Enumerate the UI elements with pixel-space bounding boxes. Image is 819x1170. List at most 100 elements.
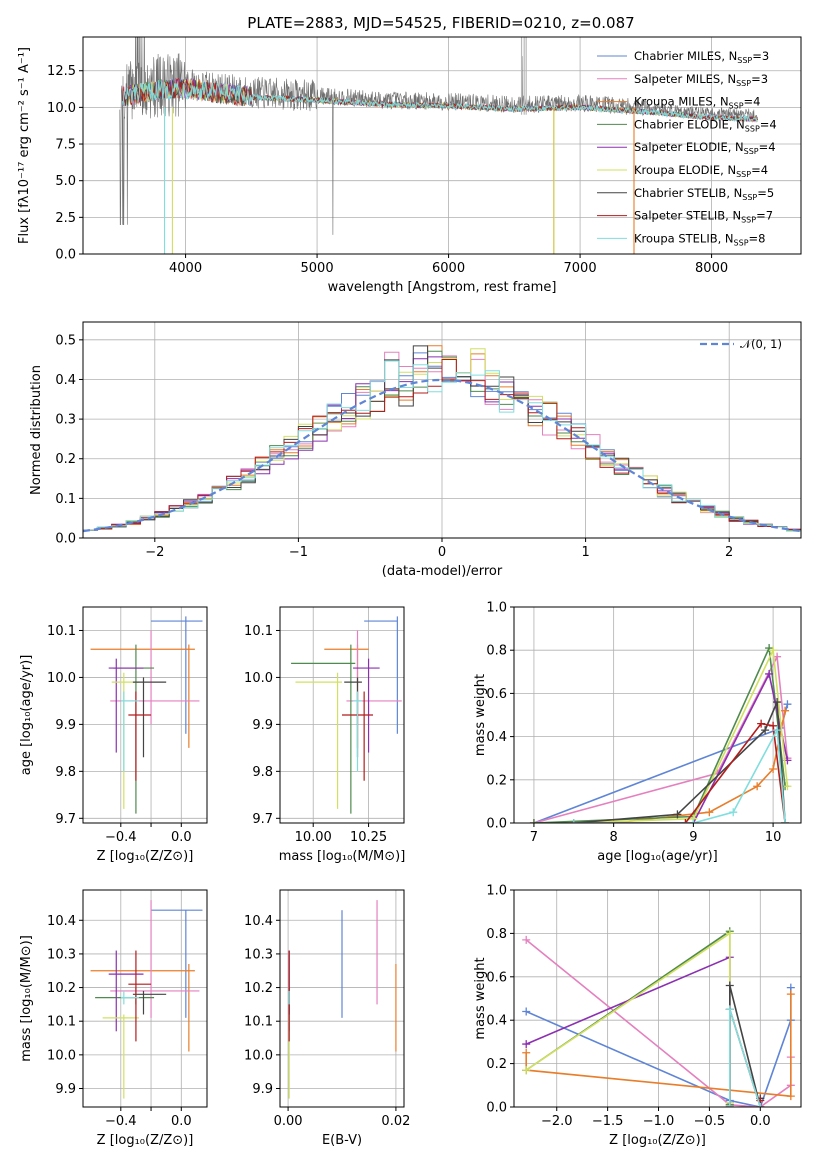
- weight-point-ce: [529, 819, 538, 823]
- weight-point-ks: [725, 1103, 734, 1107]
- y-axis-label: mass weight: [473, 957, 488, 1039]
- legend-label-main: Salpeter ELODIE, N: [634, 140, 744, 154]
- figure-title: PLATE=2883, MJD=54525, FIBERID=0210, z=0…: [247, 14, 634, 32]
- x-tick-label: 1: [581, 545, 589, 560]
- errorbar-ss: [128, 950, 152, 1042]
- y-tick-label: 0.5: [55, 333, 76, 348]
- x-axis-label: Z [log₁₀(Z/Z⊙)]: [97, 849, 194, 864]
- x-tick-label: −0.4: [105, 1114, 137, 1129]
- y-tick-label: 10.0: [47, 101, 76, 116]
- legend-label-n: =4: [760, 117, 777, 131]
- y-tick-label: 10.0: [244, 1048, 273, 1063]
- y-tick-label: 0.6: [486, 970, 507, 985]
- residual-hist-ks: [83, 360, 801, 532]
- y-tick-label: 10.1: [47, 624, 76, 639]
- weight-point-km: [753, 782, 762, 791]
- y-tick-label: 9.7: [252, 812, 273, 827]
- legend-label-n: =8: [749, 231, 766, 245]
- x-tick-label: −0.4: [105, 830, 137, 845]
- legend-label-sub: SSP: [737, 56, 752, 65]
- x-tick-label: −0.5: [694, 1114, 726, 1129]
- y-tick-label: 10.2: [47, 981, 76, 996]
- legend-label-n: =5: [757, 186, 774, 200]
- x-axis-label: Z [log₁₀(Z/Z⊙)]: [97, 1133, 194, 1148]
- weight-point-ks: [781, 819, 790, 823]
- y-tick-label: 1.0: [486, 884, 507, 899]
- plot-area: [83, 345, 801, 533]
- weight-point-cm: [783, 700, 792, 709]
- weight-line-ke: [573, 647, 789, 823]
- y-tick-label: 0.1: [55, 492, 76, 507]
- x-tick-label: 10.00: [295, 830, 332, 845]
- errorbar-ce: [291, 644, 356, 814]
- y-axis-label: age [log₁₀(age/yr)]: [19, 655, 34, 776]
- errorbar-se: [108, 658, 144, 753]
- legend-label-sub: SSP: [729, 102, 744, 111]
- z-mass-panel: −0.4 0.0 9.9 10.0 10.1 10.2 10.3 10.4 Z [log₁₀(Z…: [19, 889, 208, 1148]
- x-axis-label: E(B-V): [322, 1133, 362, 1148]
- y-tick-label: 9.9: [252, 1082, 273, 1097]
- legend-label-se: Salpeter ELODIE, NSSP=4: [634, 140, 776, 156]
- y-tick-label: 10.3: [244, 947, 273, 962]
- ebv-mass-panel: 0.00 0.02 9.9 10.0 10.1 10.2 10.3 10.4 E(B-V): [244, 889, 410, 1148]
- residuals-panel: −2 −1 0 1 2 0.0 0.1 0.2 0.3 0.4 0.5 𝒩(0, 1) (data-mo…: [29, 321, 802, 579]
- errorbar-cs: [132, 677, 167, 758]
- legend-label-n: =3: [751, 72, 768, 86]
- errorbar-cs: [132, 990, 167, 1015]
- weight-point-km: [786, 990, 795, 999]
- weight-point-ks: [756, 1103, 765, 1107]
- x-tick-label: 8: [610, 830, 618, 845]
- weight-line-sm: [533, 653, 789, 823]
- legend-label-sub: SSP: [744, 147, 759, 156]
- legend-label-main: Salpeter STELIB, N: [634, 209, 741, 223]
- errorbar-km: [324, 644, 369, 748]
- y-tick-label: 5.0: [55, 174, 76, 189]
- y-tick-label: 10.4: [244, 914, 273, 929]
- errorbar-ke: [102, 1014, 139, 1099]
- grid-lines: [514, 606, 801, 824]
- weight-line-cs: [573, 701, 786, 823]
- x-tick-label: 8000: [695, 261, 728, 276]
- y-tick-label: 0.2: [486, 773, 507, 788]
- axes-frame: [513, 606, 802, 824]
- plot-area: [522, 927, 795, 1107]
- weight-point-ss: [757, 719, 766, 728]
- legend-label-sub: SSP: [736, 170, 751, 179]
- weight-point-km: [705, 808, 714, 817]
- y-axis-label: Normed distribution: [29, 365, 44, 495]
- weight-point-ks: [569, 819, 578, 823]
- weight-line-cs: [729, 985, 762, 1107]
- x-axis-label: (data-model)/error: [382, 564, 503, 579]
- legend-label-sub: SSP: [736, 79, 751, 88]
- y-tick-label: 0.2: [55, 452, 76, 467]
- y-tick-label: 0.0: [486, 817, 507, 832]
- x-tick-label: 10: [765, 830, 782, 845]
- y-tick-label: 2.5: [55, 211, 76, 226]
- weight-line-ks: [573, 727, 786, 823]
- x-tick-label: 9: [689, 830, 697, 845]
- weight-point-km: [769, 765, 778, 773]
- axes-frame: [279, 606, 405, 824]
- weight-point-se: [522, 1040, 531, 1049]
- weight-point-ss: [769, 721, 778, 730]
- weight-line-km: [525, 994, 792, 1098]
- errorbar-ks: [120, 990, 139, 1005]
- legend-label-sub: SSP: [734, 238, 749, 247]
- weight-point-se: [765, 669, 774, 678]
- y-tick-label: 9.9: [55, 718, 76, 733]
- legend-label-main: Kroupa STELIB, N: [634, 231, 734, 245]
- y-tick-label: 0.8: [486, 927, 507, 942]
- x-tick-label: 0: [438, 545, 446, 560]
- legend-label-main: Salpeter MILES, N: [634, 72, 736, 86]
- spectrum-panel: 4000 5000 6000 7000 8000 0.0 2.5 5.0 7.5 10.0 12.5…: [17, 36, 802, 295]
- x-tick-label: 0.00: [274, 1114, 303, 1129]
- y-tick-label: 1.0: [486, 601, 507, 616]
- errorbar-cm: [364, 616, 398, 734]
- weight-point-ks: [725, 1005, 734, 1014]
- grid-lines: [514, 889, 801, 1108]
- legend-label-n: =7: [756, 209, 773, 223]
- x-tick-label: −1: [289, 545, 308, 560]
- x-tick-label: −2.0: [541, 1114, 573, 1129]
- y-tick-label: 10.1: [47, 1015, 76, 1030]
